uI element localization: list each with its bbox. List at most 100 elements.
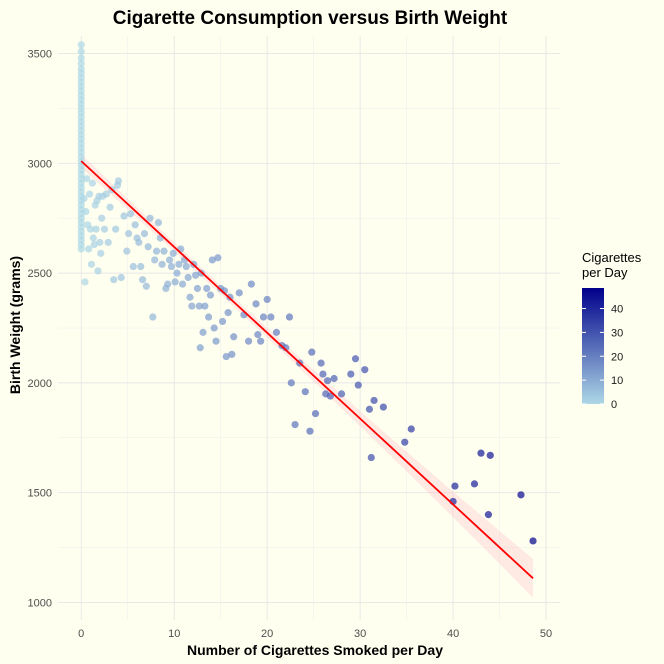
color-legend: Cigarettes per Day 0 10 20 30 40 [582,250,642,411]
data-point [94,267,102,275]
data-point [244,337,253,345]
data-point [138,276,147,284]
legend-colorbar [582,288,604,404]
data-point [167,262,176,271]
data-point [206,291,215,299]
data-point [291,421,299,429]
data-point [517,491,525,499]
data-point [142,282,150,290]
data-point [224,309,232,317]
fit-line [80,160,534,579]
data-point [88,179,96,187]
data-point [370,396,378,405]
data-point [144,243,152,251]
data-point [86,225,95,233]
data-point [193,284,202,293]
data-point [149,313,157,321]
data-point [77,59,85,68]
data-point [285,313,294,321]
data-point [201,302,209,310]
data-point [81,278,89,286]
data-point [77,47,85,55]
data-point [230,333,238,341]
data-point [82,208,90,216]
data-point [137,262,145,271]
data-point [89,234,97,242]
data-point [191,271,200,279]
data-point [186,293,194,301]
legend-tick-label: 30 [611,327,623,339]
data-point [317,359,325,367]
data-point [98,214,106,222]
data-point [104,238,112,246]
data-point [308,348,316,356]
data-point [114,177,123,185]
data-point [451,482,459,490]
data-point [222,352,230,361]
data-point [165,256,174,264]
data-point [152,247,161,255]
data-point [361,366,369,374]
data-point [218,317,227,326]
data-point [470,480,479,488]
x-tick-label: 50 [540,628,552,640]
data-point [146,214,154,222]
data-point [173,269,181,277]
y-tick-label: 3000 [28,158,52,170]
data-point [208,256,216,264]
x-tick-label: 30 [354,628,366,640]
x-tick-label: 0 [78,628,84,640]
legend-tick-label: 10 [611,375,623,387]
data-point [252,300,260,308]
data-point [182,262,190,271]
data-point [407,425,415,433]
data-point [267,313,275,321]
data-point [199,328,207,336]
data-point [323,377,332,385]
y-tick-label: 1000 [28,597,52,609]
data-point [247,280,255,288]
data-point [272,328,281,336]
data-point [306,427,314,435]
data-point [477,449,485,457]
y-axis-ticks: 1000 1500 2000 2500 3000 3500 [28,49,52,610]
legend-tick-label: 0 [611,399,617,411]
data-point [86,190,94,198]
legend-title-line2: per Day [582,265,628,280]
data-point [184,273,192,282]
legend-tick-label: 20 [611,351,623,363]
x-tick-label: 40 [447,628,459,640]
data-point [178,280,187,288]
x-tick-label: 20 [261,628,273,640]
data-point [164,280,172,288]
x-axis-ticks: 0 10 20 30 40 50 [78,628,552,640]
data-point [100,225,109,233]
data-point [486,451,494,459]
data-point [102,190,110,198]
data-point [87,260,96,268]
data-point [97,249,105,257]
scatter-points [77,41,537,545]
data-point [123,247,131,255]
data-point [347,370,355,378]
y-tick-label: 2000 [28,378,52,390]
data-point [330,374,338,383]
data-point [337,390,346,398]
data-point [80,194,88,203]
data-point [77,41,85,49]
x-axis-label: Number of Cigarettes Smoked per Day [187,642,443,658]
data-point [83,175,91,183]
data-point [379,403,387,411]
data-point [484,511,493,519]
data-point [112,225,120,233]
y-tick-label: 3500 [28,49,52,61]
data-point [106,203,114,211]
data-point [205,313,213,321]
data-point [196,344,204,352]
y-axis-label: Birth Weight (grams) [7,256,23,394]
data-point [235,289,243,297]
data-point [210,324,218,332]
data-point [326,392,334,400]
data-point [171,278,179,286]
